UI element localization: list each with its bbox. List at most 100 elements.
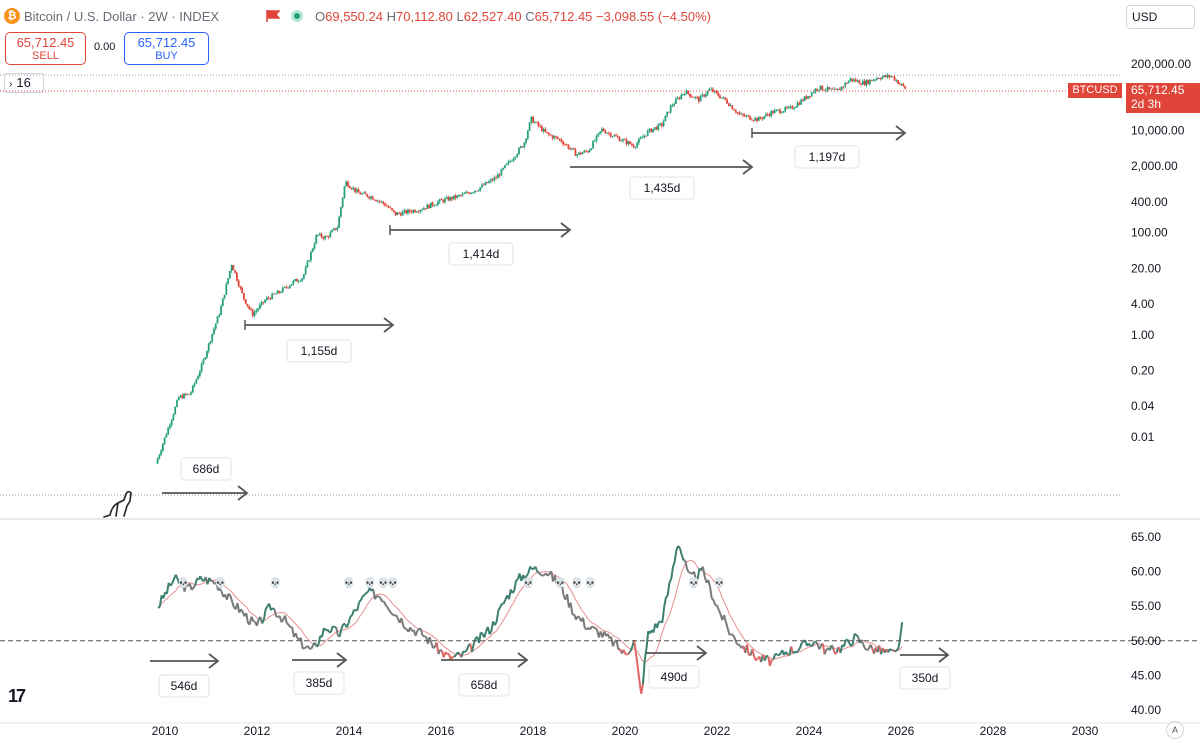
- candle-body: [474, 190, 476, 193]
- candle-body: [197, 375, 200, 380]
- candle-body: [375, 200, 378, 202]
- rsi-segment: [323, 627, 327, 631]
- candle-body: [445, 197, 448, 199]
- candle-body: [562, 141, 564, 145]
- currency-selector[interactable]: USD: [1126, 5, 1195, 29]
- candle-body: [888, 75, 891, 78]
- candle-body: [705, 94, 707, 97]
- candle-body: [371, 196, 374, 200]
- candle-body: [250, 308, 252, 310]
- candle-body: [329, 232, 332, 237]
- label-box: [794, 145, 860, 169]
- candle-body: [332, 228, 335, 231]
- rsi-segment: [553, 575, 558, 584]
- candle-body: [886, 75, 889, 78]
- candle-body: [341, 197, 344, 208]
- rsi-segment: [661, 607, 666, 623]
- indicators-toggle[interactable]: › 16: [4, 73, 44, 93]
- candle-body: [846, 82, 848, 84]
- candle-body: [345, 181, 348, 187]
- label-box: [158, 674, 210, 698]
- flag-icon[interactable]: [266, 10, 280, 22]
- candle-body: [320, 233, 323, 238]
- symbol-title[interactable]: Bitcoin / U.S. Dollar · 2W · INDEX: [24, 9, 220, 24]
- candle-body: [821, 85, 824, 90]
- rsi-segment: [582, 617, 586, 629]
- rsi-segment: [307, 645, 311, 650]
- rsi-segment: [460, 651, 465, 658]
- candle-body: [394, 211, 397, 216]
- rsi-segment: [428, 636, 433, 644]
- low-label: L: [456, 9, 464, 24]
- candle-body: [456, 195, 459, 198]
- candle-body: [343, 186, 346, 198]
- candle-body: [352, 187, 355, 190]
- candle-body: [163, 437, 166, 444]
- candle-body: [611, 136, 614, 138]
- candle-body: [784, 107, 787, 112]
- rsi-segment: [365, 591, 369, 594]
- rsi-segment: [853, 632, 857, 636]
- candle-body: [461, 193, 464, 196]
- rsi-segment: [493, 621, 498, 626]
- annotation-490d: 490d: [648, 665, 700, 689]
- candle-body: [214, 323, 217, 329]
- rsi-segment: [250, 616, 255, 622]
- candle-body: [823, 89, 825, 91]
- candle-body: [364, 192, 367, 195]
- candle-body: [366, 194, 369, 197]
- time-axis-tick: 2028: [980, 724, 1007, 738]
- rsi-segment: [464, 649, 468, 653]
- label-text: 1,414d: [463, 247, 500, 261]
- candle-body: [523, 142, 526, 148]
- candle-body: [419, 210, 422, 212]
- candle-body: [405, 210, 408, 214]
- rsi-segment: [617, 647, 621, 651]
- arrow-head: [237, 485, 249, 501]
- rsi-segment: [483, 631, 488, 638]
- candle-body: [278, 290, 281, 293]
- candle-body: [625, 139, 628, 145]
- rsi-segment: [778, 652, 782, 657]
- candle-body: [274, 293, 277, 295]
- rsi-segment: [376, 594, 379, 598]
- rsi-segment: [386, 606, 390, 611]
- candle-body: [736, 112, 739, 114]
- buy-button[interactable]: 65,712.45 BUY: [124, 32, 209, 65]
- time-axis-tick: 2018: [520, 724, 547, 738]
- candle-body: [435, 204, 438, 206]
- candle-body: [683, 94, 686, 95]
- price-axis-tick: 200,000.00: [1131, 57, 1191, 71]
- candle-body: [357, 189, 360, 193]
- candle-body: [378, 200, 381, 202]
- rsi-segment: [444, 651, 449, 655]
- auto-scale-button[interactable]: A: [1166, 721, 1184, 739]
- candle-body: [533, 121, 536, 123]
- candle-body: [844, 82, 847, 87]
- rsi-segment: [165, 582, 170, 594]
- rsi-segment: [629, 646, 634, 652]
- rsi-segment: [855, 634, 859, 638]
- rsi-segment: [716, 605, 720, 611]
- candle-body: [257, 308, 259, 311]
- rsi-segment: [830, 644, 835, 650]
- candle-body: [156, 458, 159, 464]
- candle-body: [304, 267, 307, 275]
- candle-body: [560, 139, 563, 142]
- rsi-segment: [894, 649, 898, 653]
- candle-body: [849, 78, 852, 81]
- candle-body: [541, 126, 543, 132]
- candle-body: [881, 76, 884, 80]
- candle-body: [879, 78, 882, 80]
- candle-body: [511, 160, 513, 162]
- rsi-segment: [774, 652, 778, 656]
- rsi-segment: [432, 646, 436, 649]
- candle-body: [897, 80, 899, 84]
- sell-button[interactable]: 65,712.45 SELL: [5, 32, 86, 65]
- candle-body: [258, 304, 261, 309]
- rsi-segment: [628, 650, 632, 654]
- tradingview-logo-icon[interactable]: 17: [8, 686, 26, 706]
- candle-body: [585, 150, 587, 152]
- candle-body: [800, 99, 803, 105]
